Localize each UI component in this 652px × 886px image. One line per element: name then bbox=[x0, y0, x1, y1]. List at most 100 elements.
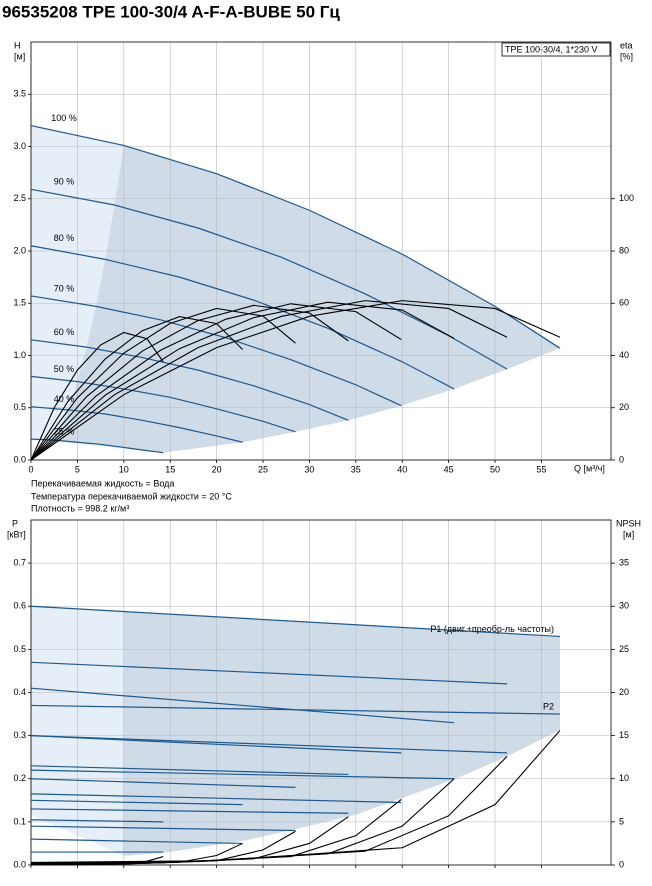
y2-tick-label: 25 bbox=[619, 644, 629, 654]
curve bbox=[30, 125, 561, 349]
x-tick-label: 35 bbox=[351, 464, 361, 474]
y2-curve bbox=[30, 301, 455, 461]
y2-curve bbox=[30, 300, 561, 461]
y2-tick-label: 0 bbox=[619, 859, 624, 869]
y2-label: eta bbox=[620, 40, 633, 50]
y2-unit: [м] bbox=[623, 529, 634, 539]
y-unit: [м] bbox=[14, 51, 25, 61]
curve bbox=[30, 339, 349, 421]
curve-label: 40 % bbox=[54, 394, 75, 404]
curve bbox=[30, 769, 455, 780]
page-title: 96535208 TPE 100-30/4 A-F-A-BUBE 50 Гц bbox=[2, 2, 340, 21]
plot-frame bbox=[30, 519, 612, 866]
y2-curve bbox=[30, 307, 296, 461]
y2-curve bbox=[30, 316, 243, 461]
curve bbox=[30, 838, 243, 845]
curve-label: 60 % bbox=[54, 327, 75, 337]
y2-curve bbox=[30, 856, 164, 866]
y-unit: [кВт] bbox=[7, 529, 26, 539]
y-tick-label: 2.0 bbox=[13, 245, 26, 255]
curve-label: 70 % bbox=[54, 283, 75, 293]
label-box bbox=[501, 42, 611, 57]
curve bbox=[30, 799, 243, 806]
curve bbox=[30, 808, 349, 814]
y-tick-label: 0.0 bbox=[13, 859, 26, 869]
y-tick-label: 0.6 bbox=[13, 601, 26, 611]
plot: 0 5 10 15 20 25 30 35 40 45 50 55 0.0 0.5 1.0 1.5 2.0 2.5… bbox=[13, 41, 634, 474]
y2-tick-label: 20 bbox=[619, 402, 629, 412]
curve bbox=[30, 704, 560, 715]
curve bbox=[30, 778, 296, 788]
curve bbox=[30, 245, 455, 390]
y2-tick-label: 60 bbox=[619, 298, 629, 308]
shade-layer bbox=[31, 605, 560, 856]
y2-tick-label: 15 bbox=[619, 730, 629, 740]
curve bbox=[30, 765, 349, 776]
curve bbox=[30, 825, 296, 832]
y2-tick-label: 80 bbox=[619, 245, 629, 255]
y-label: H bbox=[14, 40, 21, 50]
curve-label: 100 % bbox=[51, 113, 77, 123]
curve bbox=[30, 735, 508, 754]
y-tick-label: 0.4 bbox=[13, 687, 26, 697]
x-tick-label: 15 bbox=[165, 464, 175, 474]
x-label: Q [м³/ч] bbox=[574, 463, 605, 473]
y-tick-label: 0.5 bbox=[13, 644, 26, 654]
note: Плотность = 998.2 кг/м³ bbox=[31, 503, 129, 513]
curve bbox=[30, 735, 402, 754]
y-label: P bbox=[12, 518, 18, 528]
shade bbox=[54, 145, 560, 453]
plot-frame bbox=[30, 41, 612, 461]
y2-tick-label: 5 bbox=[619, 816, 624, 826]
y-tick-label: 0.7 bbox=[13, 558, 26, 568]
y-tick-label: 1.0 bbox=[13, 350, 26, 360]
curve bbox=[30, 793, 402, 804]
x-tick-label: 20 bbox=[212, 464, 222, 474]
y2-tick-label: 100 bbox=[619, 193, 634, 203]
y-tick-label: 1.5 bbox=[13, 298, 26, 308]
y2-curve bbox=[30, 730, 561, 863]
series-label: P2 bbox=[543, 701, 554, 711]
curve-label: 50 % bbox=[54, 364, 75, 374]
curve bbox=[30, 687, 455, 724]
y2-curve bbox=[30, 303, 402, 461]
x-tick-label: 55 bbox=[536, 464, 546, 474]
curve bbox=[30, 605, 560, 638]
note: Температура перекачиваемой жидкости = 20… bbox=[31, 491, 232, 501]
x-tick-label: 50 bbox=[490, 464, 500, 474]
curve bbox=[30, 661, 508, 685]
y2-tick-label: 10 bbox=[619, 773, 629, 783]
y2-curve bbox=[30, 300, 508, 461]
y-tick-label: 0.1 bbox=[13, 816, 26, 826]
shade bbox=[124, 612, 560, 856]
y2-unit: [%] bbox=[620, 51, 633, 61]
x-tick-label: 10 bbox=[119, 464, 129, 474]
y2-tick-label: 35 bbox=[619, 558, 629, 568]
x-tick-label: 45 bbox=[444, 464, 454, 474]
x-tick-label: 40 bbox=[397, 464, 407, 474]
series-label: P1 (двиг.+преобр-ль частоты) bbox=[430, 624, 554, 634]
x-tick-label: 5 bbox=[75, 464, 80, 474]
y2-tick-label: 30 bbox=[619, 601, 629, 611]
y2-tick-label: 0 bbox=[619, 454, 624, 464]
y2-tick-label: 40 bbox=[619, 350, 629, 360]
label-box-text: TPE 100-30/4, 1*230 V bbox=[505, 44, 598, 54]
curve bbox=[30, 819, 164, 823]
y2-curve bbox=[30, 331, 164, 461]
y-tick-label: 0.0 bbox=[13, 454, 26, 464]
y-tick-label: 2.5 bbox=[13, 193, 26, 203]
y2-tick-label: 20 bbox=[619, 687, 629, 697]
curve-label: 80 % bbox=[54, 233, 75, 243]
y-tick-label: 3.5 bbox=[13, 89, 26, 99]
y-tick-label: 0.2 bbox=[13, 773, 26, 783]
plot: 0.0 0.1 0.2 0.3 0.4 0.5 0.6 0.7 0 5 10 15 20 25 30 35 P1… bbox=[13, 519, 629, 869]
y-tick-label: 3.0 bbox=[13, 141, 26, 151]
x-tick-label: 25 bbox=[258, 464, 268, 474]
y-tick-label: 0.5 bbox=[13, 402, 26, 412]
y2-label: NPSH bbox=[616, 518, 641, 528]
curve-label: 90 % bbox=[54, 177, 75, 187]
curve bbox=[30, 375, 296, 433]
note: Перекачиваемая жидкость = Вода bbox=[31, 478, 174, 488]
x-tick-label: 0 bbox=[28, 464, 33, 474]
